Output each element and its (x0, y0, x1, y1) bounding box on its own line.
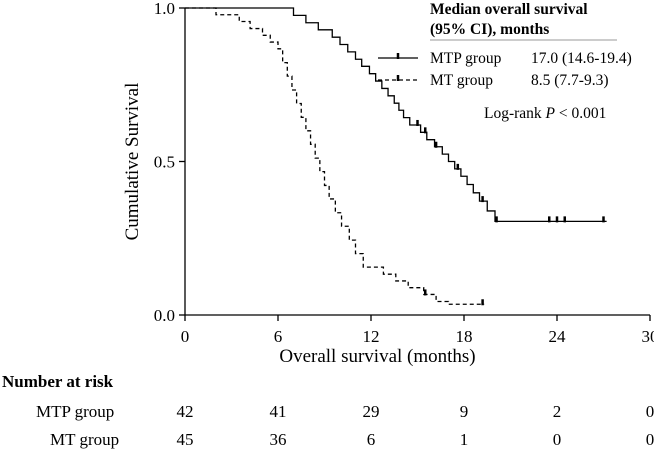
axes: 0 6 12 18 24 30 0.0 0.5 1.0 Overall survival (mon… (122, 0, 654, 367)
legend-label-mtp-group: MTP group (430, 50, 502, 67)
risk-count-mt-group: 6 (366, 430, 376, 449)
risk-count-mt-group: 36 (269, 430, 287, 449)
x-tick-label: 12 (363, 327, 380, 346)
legend-title-line2: (95% CI), months (430, 21, 549, 38)
risk-count-mtp-group: 41 (269, 402, 287, 421)
risk-count-mt-group: 45 (176, 430, 194, 449)
x-tick-label: 6 (274, 327, 283, 346)
risk-count-mtp-group: 0 (645, 402, 654, 421)
x-axis-label: Overall survival (months) (279, 346, 475, 367)
mt-group-curve (185, 7, 485, 305)
legend-median-mtp-group: 17.0 (14.6-19.4) (531, 50, 632, 67)
y-tick-label: 0.5 (154, 153, 175, 172)
km-plot: 0 6 12 18 24 30 0.0 0.5 1.0 Overall survival (mon… (122, 0, 654, 367)
mtp-group-curve (185, 7, 607, 223)
risk-count-mt-group: 0 (552, 430, 562, 449)
risk-count-mt-group: 0 (645, 430, 654, 449)
risk-row-label-mtp-group: MTP group (36, 402, 115, 421)
legend: Median overall survival (95% CI), months M… (378, 1, 632, 122)
risk-count-mtp-group: 9 (459, 402, 469, 421)
x-tick-label: 18 (456, 327, 473, 346)
number-at-risk-title: Number at risk (2, 372, 114, 391)
risk-count-mt-group: 1 (459, 430, 469, 449)
log-rank-annotation: Log-rank P < 0.001 (484, 105, 606, 122)
survival-curves (185, 7, 607, 306)
y-tick-label: 1.0 (154, 0, 175, 18)
risk-count-mtp-group: 2 (552, 402, 562, 421)
legend-median-mt-group: 8.5 (7.7-9.3) (531, 72, 609, 89)
risk-count-mtp-group: 29 (362, 402, 380, 421)
legend-label-mt-group: MT group (430, 72, 493, 89)
y-tick-label: 0.0 (154, 306, 175, 325)
x-tick-label: 24 (549, 327, 567, 346)
risk-row-label-mt-group: MT group (50, 430, 120, 449)
risk-count-mtp-group: 42 (176, 402, 194, 421)
x-tick-label: 0 (181, 327, 190, 346)
x-tick-label: 30 (642, 327, 654, 346)
y-axis-label: Cumulative Survival (122, 83, 143, 241)
legend-title-line1: Median overall survival (430, 1, 588, 18)
